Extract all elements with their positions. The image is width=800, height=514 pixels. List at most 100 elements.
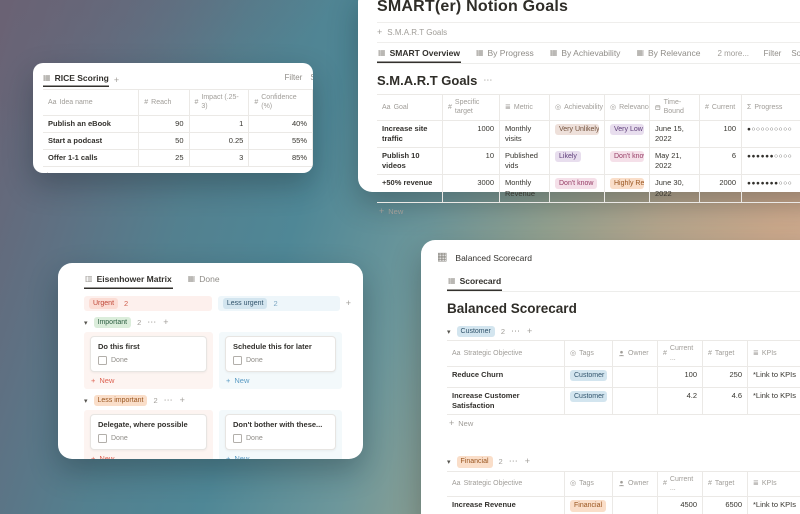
column-header-reach[interactable]: # Reach <box>139 89 190 116</box>
column-header-current[interactable]: # Current ... <box>658 470 703 498</box>
new-row-button[interactable]: + New <box>449 418 474 429</box>
toggle-icon[interactable]: ▾ <box>447 458 451 466</box>
add-view-button[interactable]: + <box>113 74 120 85</box>
column-header-owner[interactable]: Owner <box>613 470 658 498</box>
sort-button[interactable]: Sort <box>791 49 800 58</box>
new-card-button[interactable]: + New <box>91 376 115 386</box>
column-header-idea-name[interactable]: Aa Idea name <box>43 89 140 116</box>
plus-icon: + <box>379 205 385 216</box>
cell-time-bound: June 30, 2022 <box>650 175 700 203</box>
task-card[interactable]: Don't bother with these... Done <box>225 414 336 451</box>
cell-reach: 50 <box>139 133 190 151</box>
column-header-time-bound[interactable]: Time-Bound <box>650 94 700 121</box>
table-row[interactable]: +50% revenue 3000 Monthly Revenue Don't … <box>377 175 800 203</box>
column-header-specific-target[interactable]: # Specific target <box>443 94 500 121</box>
group-row-less-important: ▾ Less important 2 ⋯ + <box>84 395 351 407</box>
column-header-achievability[interactable]: ◎ Achievability <box>550 94 605 121</box>
column-header-goal[interactable]: Aa Goal <box>377 94 443 121</box>
cell-achievability: Likely <box>550 148 605 176</box>
new-row-button[interactable]: + New <box>43 167 313 173</box>
filter-button[interactable]: Filter <box>284 73 303 82</box>
column-header-kpis[interactable]: ≣ KPIs <box>748 340 800 367</box>
task-title: Schedule this for later <box>233 342 312 352</box>
table-row[interactable]: Reduce Churn Customer 100 250 *Link to K… <box>447 366 800 389</box>
plus-icon: + <box>449 418 455 429</box>
new-row-button[interactable]: + New <box>379 205 404 216</box>
board-column-urgent[interactable]: Urgent 2 <box>84 296 212 311</box>
more-options-icon[interactable]: ⋯ <box>147 317 158 328</box>
more-views-button[interactable]: 2 more... <box>717 49 750 58</box>
column-header-target[interactable]: # Target <box>703 470 748 498</box>
column-header-owner[interactable]: Owner <box>613 340 658 367</box>
rice-table: Aa Idea name # Reach # Impact (.25-3) # Conf… <box>43 89 313 173</box>
column-header-tags[interactable]: ◎ Tags <box>565 340 613 367</box>
group-count: 2 <box>498 457 503 467</box>
new-card-button[interactable]: + New <box>91 454 115 459</box>
column-header-metric[interactable]: ≣ Metric <box>500 94 550 121</box>
toggle-icon[interactable]: ▾ <box>84 319 88 327</box>
cell-confidence: 85% <box>249 150 313 168</box>
tab-by-achievability[interactable]: ▦ By Achievability <box>549 44 622 63</box>
column-header-confidence[interactable]: # Confidence (%) <box>249 89 313 116</box>
filter-button[interactable]: Filter <box>763 49 782 58</box>
add-row-button[interactable]: + <box>524 456 530 467</box>
checkbox[interactable] <box>233 434 242 444</box>
column-header-current[interactable]: # Current <box>700 94 742 121</box>
cell-reach: 25 <box>139 150 190 168</box>
column-header-target[interactable]: # Target <box>703 340 748 367</box>
table-row[interactable]: Publish 10 videos 10 Published vids Like… <box>377 148 800 176</box>
task-card[interactable]: Schedule this for later Done <box>225 336 336 373</box>
checkbox[interactable] <box>98 434 107 444</box>
add-card-button[interactable]: + <box>163 317 169 328</box>
tab-done[interactable]: ▦ Done <box>187 270 221 289</box>
more-options-icon[interactable]: ⋯ <box>508 456 519 467</box>
more-options-icon[interactable]: ⋯ <box>511 326 522 337</box>
tab-smart-overview[interactable]: ▦ SMART Overview <box>377 44 461 63</box>
tab-eisenhower-matrix[interactable]: ▥ Eisenhower Matrix <box>84 270 173 289</box>
sort-button[interactable]: Sort <box>310 73 313 82</box>
table-row[interactable]: Increase site traffic 1000 Monthly visit… <box>377 120 800 149</box>
board-column-headers: Urgent 2 Less urgent 2 + <box>84 296 351 311</box>
tab-by-progress[interactable]: ▦ By Progress <box>475 44 535 63</box>
table-row[interactable]: Start a podcast 50 0.25 55% <box>43 133 313 151</box>
cell-target: 10 <box>443 148 500 176</box>
table-row[interactable]: Publish an eBook 90 1 40% <box>43 115 313 133</box>
add-collection-row[interactable]: + S.M.A.R.T Goals <box>377 22 800 43</box>
tab-rice-scoring[interactable]: ▦ RICE Scoring <box>43 73 109 87</box>
column-header-tags[interactable]: ◎ Tags <box>565 470 613 498</box>
cell-objective: Reduce Churn <box>447 366 565 389</box>
task-card[interactable]: Delegate, where possible Done <box>90 414 207 451</box>
checkbox[interactable] <box>98 356 107 366</box>
column-header-kpis[interactable]: ≣ KPIs <box>748 470 800 498</box>
toggle-icon[interactable]: ▾ <box>447 328 451 336</box>
tab-by-relevance[interactable]: ▦ By Relevance <box>635 44 701 63</box>
table-row[interactable]: Increase Revenue Financial 4500 6500 *Li… <box>447 497 800 514</box>
toggle-icon[interactable]: ▾ <box>84 397 88 405</box>
group-tag: Important <box>93 317 132 329</box>
column-header-strategic-objective[interactable]: Aa Strategic Objective <box>447 340 565 367</box>
cell-target: 6500 <box>703 497 748 514</box>
board-column-less-urgent[interactable]: Less urgent 2 <box>217 296 340 311</box>
cell-kpis: *Link to KPIs <box>748 388 800 416</box>
tab-scorecard[interactable]: ▦ Scorecard <box>447 272 502 291</box>
add-column-button[interactable]: + <box>345 298 351 308</box>
column-header-strategic-objective[interactable]: Aa Strategic Objective <box>447 470 565 498</box>
checkbox[interactable] <box>233 356 242 366</box>
group-row-important: ▾ Important 2 ⋯ + <box>84 317 351 329</box>
cell-idea: Offer 1-1 calls <box>43 150 140 168</box>
table-row[interactable]: Offer 1-1 calls 25 3 85% <box>43 150 313 168</box>
column-header-relevance[interactable]: ◎ Relevance <box>605 94 650 121</box>
new-card-button[interactable]: + New <box>226 376 250 386</box>
column-header-impact[interactable]: # Impact (.25-3) <box>189 89 250 116</box>
table-row[interactable]: Increase Customer Satisfaction Customer … <box>447 388 800 416</box>
add-row-button[interactable]: + <box>527 326 533 337</box>
progress-dots: ●○○○○○○○○○ <box>747 125 793 133</box>
column-header-progress[interactable]: Σ Progress <box>742 94 800 121</box>
task-card[interactable]: Do this first Done <box>90 336 207 373</box>
breadcrumb[interactable]: ▦ Balanced Scorecard <box>437 252 800 263</box>
more-options-icon[interactable]: ⋯ <box>483 75 494 85</box>
new-card-button[interactable]: + New <box>226 454 250 459</box>
column-header-current[interactable]: # Current ... <box>658 340 703 367</box>
more-options-icon[interactable]: ⋯ <box>163 395 174 406</box>
add-card-button[interactable]: + <box>179 395 185 406</box>
